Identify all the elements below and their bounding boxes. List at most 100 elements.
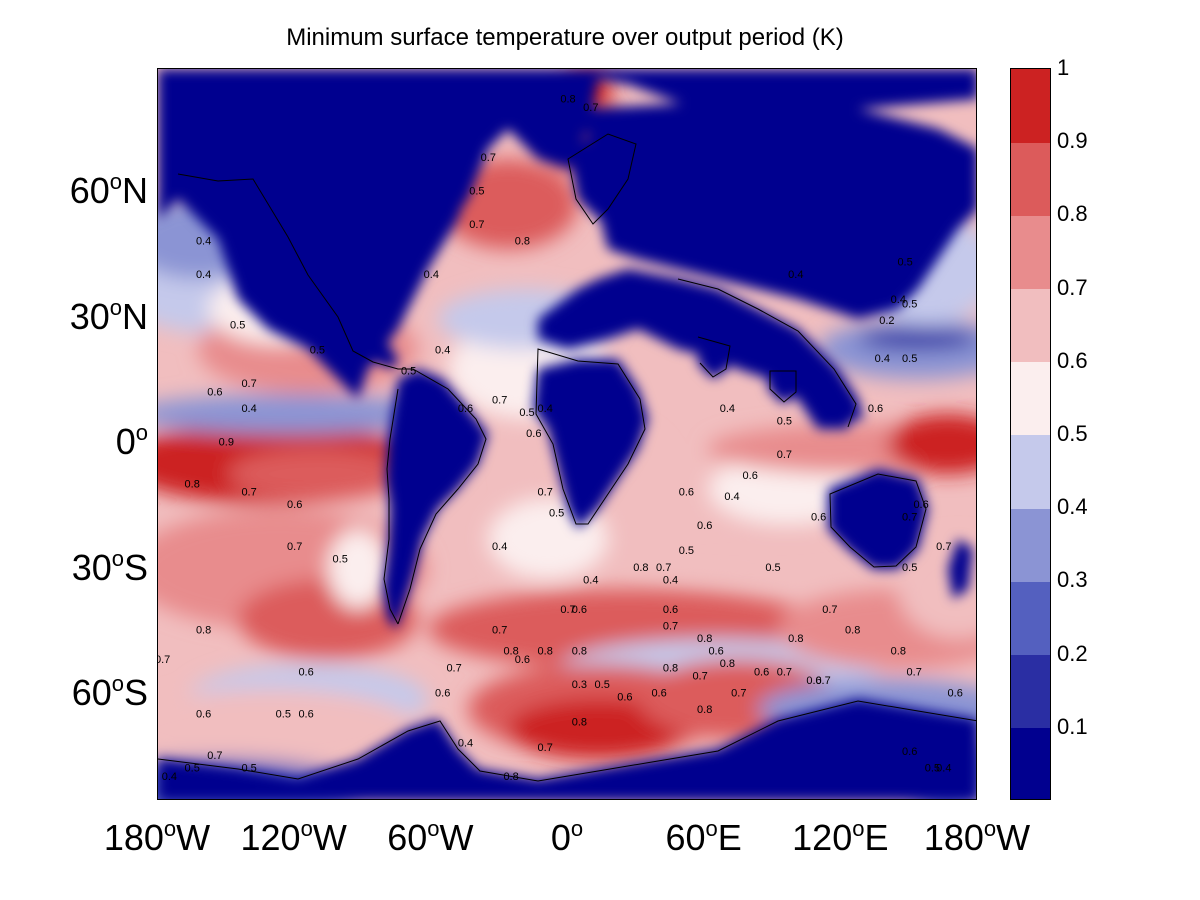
contour-label: 0.4 <box>424 269 439 281</box>
contour-label: 0.5 <box>897 257 912 269</box>
longitude-tick-label: 0o <box>550 816 584 858</box>
contour-label: 0.6 <box>435 687 450 699</box>
contour-label: 0.6 <box>298 708 313 720</box>
contour-label: 0.6 <box>697 520 712 532</box>
contour-label: 0.8 <box>515 236 530 248</box>
contour-label: 0.4 <box>891 294 906 306</box>
contour-label: 0.4 <box>435 344 450 356</box>
contour-label: 0.6 <box>515 654 530 666</box>
contour-label: 0.7 <box>663 621 678 633</box>
contour-label: 0.7 <box>481 152 496 164</box>
colorbar-segment <box>1011 727 1050 799</box>
contour-label: 0.8 <box>663 662 678 674</box>
contour-label: 0.4 <box>538 403 553 415</box>
latitude-tick-label: 60oN <box>69 169 148 212</box>
contour-label: 0.2 <box>879 315 894 327</box>
colorbar-segment <box>1011 654 1050 729</box>
colorbar-tick-label: 0.4 <box>1057 494 1088 520</box>
contour-label: 0.6 <box>708 646 723 658</box>
contour-label: 0.6 <box>663 604 678 616</box>
contour-label: 0.6 <box>458 403 473 415</box>
contour-label: 0.4 <box>724 491 739 503</box>
contour-label: 0.5 <box>333 554 348 566</box>
colorbar-segment <box>1011 215 1050 290</box>
latitude-tick-label: 60oS <box>71 671 148 714</box>
contour-label: 0.7 <box>560 604 575 616</box>
contour-label: 0.8 <box>560 94 575 106</box>
contour-label: 0.9 <box>219 437 234 449</box>
colorbar-segment <box>1011 361 1050 436</box>
contour-label: 0.6 <box>207 386 222 398</box>
contour-label: 0.7 <box>287 541 302 553</box>
contour-label: 0.5 <box>519 407 534 419</box>
contour-label: 0.7 <box>241 378 256 390</box>
contour-label: 0.5 <box>241 763 256 775</box>
contour-label: 0.6 <box>948 687 963 699</box>
contour-label: 0.8 <box>572 717 587 729</box>
contour-label: 0.6 <box>298 667 313 679</box>
colorbar-segment <box>1011 288 1050 363</box>
longitude-tick-label: 120oE <box>792 816 889 858</box>
longitude-tick-label: 60oE <box>665 816 742 858</box>
contour-label: 0.8 <box>185 478 200 490</box>
contour-label: 0.7 <box>777 449 792 461</box>
colorbar-tick-label: 0.7 <box>1057 274 1088 300</box>
colorbar-tick-label: 0.8 <box>1057 201 1088 227</box>
contour-labels: 0.90.80.70.60.70.50.80.70.60.60.50.60.70… <box>158 94 963 784</box>
colorbar-segment <box>1011 435 1050 509</box>
contour-label: 0.7 <box>207 750 222 762</box>
contour-label: 0.6 <box>806 675 821 687</box>
contour-label: 0.6 <box>617 692 632 704</box>
colorbar-tick-label: 0.5 <box>1057 421 1088 446</box>
contour-label: 0.8 <box>503 771 518 783</box>
latitude-tick-label: 30oS <box>71 545 148 588</box>
contour-label: 0.8 <box>891 646 906 658</box>
contour-label: 0.3 <box>572 679 587 691</box>
latitude-tick-label: 30oN <box>69 294 148 337</box>
contour-label: 0.8 <box>538 646 553 658</box>
contour-label: 0.5 <box>765 562 780 574</box>
contour-label: 0.5 <box>230 319 245 331</box>
colorbar-tick-label: 0.3 <box>1057 567 1088 593</box>
contour-label: 0.4 <box>936 763 951 775</box>
contour-label: 0.7 <box>241 487 256 499</box>
contour-label: 0.8 <box>572 646 587 658</box>
colorbar-tick-label: 1 <box>1057 55 1070 80</box>
contour-label: 0.7 <box>158 654 170 666</box>
contour-label: 0.5 <box>902 298 917 310</box>
colorbar-segment <box>1011 508 1050 582</box>
contour-label: 0.5 <box>902 562 917 574</box>
contour-label: 0.6 <box>913 499 928 511</box>
longitude-tick-label: 120oW <box>240 816 347 858</box>
contour-label: 0.4 <box>241 403 256 415</box>
contour-label: 0.7 <box>538 742 553 754</box>
contour-label: 0.7 <box>492 395 507 407</box>
contour-label: 0.7 <box>492 625 507 637</box>
contour-label: 0.8 <box>845 625 860 637</box>
contour-label: 0.8 <box>697 633 712 645</box>
contour-label: 0.4 <box>162 771 177 783</box>
contour-label: 0.5 <box>185 763 200 775</box>
coastlines <box>158 133 976 782</box>
contour-label: 0.8 <box>720 658 735 670</box>
contour-label: 0.6 <box>811 512 826 524</box>
colorbar <box>1010 68 1051 800</box>
longitude-tick-label: 60oW <box>387 816 474 858</box>
colorbar-segment <box>1011 581 1050 656</box>
contour-label: 0.5 <box>925 763 940 775</box>
contour-label: 0.4 <box>492 541 507 553</box>
contour-label: 0.5 <box>595 679 610 691</box>
longitude-tick-label: 180oW <box>923 816 1031 858</box>
contour-label: 0.6 <box>526 428 541 440</box>
map-panel: 0.90.80.70.60.70.50.80.70.60.60.50.60.70… <box>157 68 977 800</box>
contour-label: 0.7 <box>692 671 707 683</box>
contour-label: 0.4 <box>196 236 211 248</box>
contour-label: 0.8 <box>633 562 648 574</box>
contour-label: 0.7 <box>656 562 671 574</box>
contour-label: 0.7 <box>822 604 837 616</box>
contour-label: 0.4 <box>663 575 678 587</box>
contour-label: 0.7 <box>777 667 792 679</box>
contour-label: 0.8 <box>503 646 518 658</box>
colorbar-tick-label: 0.6 <box>1057 347 1088 373</box>
